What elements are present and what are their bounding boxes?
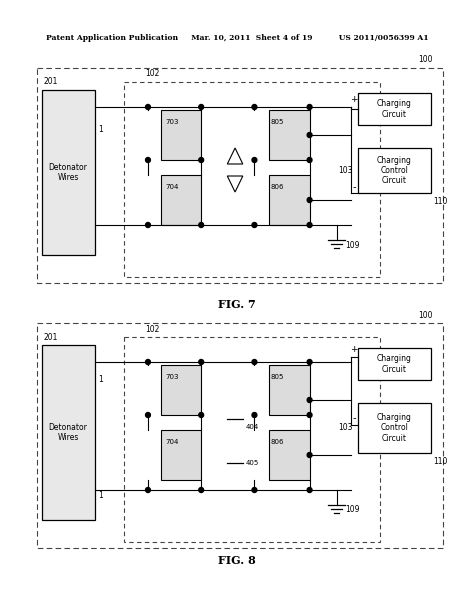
Circle shape: [307, 488, 312, 492]
Circle shape: [252, 359, 257, 365]
Circle shape: [199, 222, 204, 227]
Text: 201: 201: [44, 332, 58, 342]
Bar: [269, 365, 310, 415]
Text: -: -: [352, 413, 356, 423]
Text: Charging
Circuit: Charging Circuit: [377, 100, 412, 119]
Circle shape: [252, 412, 257, 417]
Circle shape: [146, 488, 150, 492]
Text: 1: 1: [99, 491, 103, 500]
Bar: [42, 90, 95, 255]
Text: 703: 703: [165, 374, 179, 380]
Text: 806: 806: [271, 184, 284, 190]
Text: 1: 1: [99, 376, 103, 384]
Text: Charging
Control
Circuit: Charging Control Circuit: [377, 413, 412, 443]
Text: 110: 110: [433, 456, 448, 466]
Text: 405: 405: [246, 460, 259, 466]
Text: FIG. 8: FIG. 8: [218, 555, 256, 566]
Circle shape: [307, 222, 312, 227]
Text: FIG. 7: FIG. 7: [218, 299, 256, 310]
Text: 805: 805: [271, 119, 284, 125]
Bar: [161, 365, 201, 415]
Circle shape: [199, 488, 204, 492]
Bar: [269, 175, 310, 225]
Circle shape: [199, 412, 204, 417]
Circle shape: [307, 158, 312, 163]
Circle shape: [146, 158, 150, 163]
Text: 1: 1: [99, 125, 103, 134]
Text: 109: 109: [346, 505, 360, 514]
Circle shape: [307, 398, 312, 403]
Bar: [161, 430, 201, 480]
Bar: [358, 148, 430, 193]
Text: Detonator
Wires: Detonator Wires: [49, 163, 88, 182]
Circle shape: [307, 359, 312, 365]
Circle shape: [252, 104, 257, 109]
Text: 703: 703: [165, 119, 179, 125]
Text: +: +: [350, 345, 358, 354]
Circle shape: [307, 453, 312, 458]
Bar: [358, 403, 430, 453]
Text: Patent Application Publication     Mar. 10, 2011  Sheet 4 of 19          US 2011: Patent Application Publication Mar. 10, …: [46, 34, 428, 42]
Text: 110: 110: [433, 197, 448, 205]
Text: 103: 103: [338, 166, 353, 175]
Text: 102: 102: [146, 324, 160, 334]
Bar: [358, 348, 430, 380]
Text: 805: 805: [271, 374, 284, 380]
Text: 704: 704: [165, 439, 179, 445]
Text: Charging
Control
Circuit: Charging Control Circuit: [377, 156, 412, 185]
Text: 100: 100: [419, 310, 433, 320]
Text: 704: 704: [165, 184, 179, 190]
Text: 103: 103: [338, 423, 353, 433]
Text: -: -: [352, 182, 356, 192]
Bar: [161, 110, 201, 160]
Circle shape: [146, 359, 150, 365]
Bar: [269, 110, 310, 160]
Circle shape: [199, 104, 204, 109]
Bar: [161, 175, 201, 225]
Circle shape: [252, 158, 257, 163]
Circle shape: [307, 197, 312, 202]
Text: +: +: [350, 95, 358, 104]
Text: 806: 806: [271, 439, 284, 445]
Circle shape: [199, 359, 204, 365]
Circle shape: [307, 133, 312, 137]
Text: 100: 100: [419, 56, 433, 65]
Bar: [42, 345, 95, 520]
Circle shape: [252, 222, 257, 227]
Text: 201: 201: [44, 78, 58, 87]
Text: 109: 109: [346, 241, 360, 249]
Text: 102: 102: [146, 70, 160, 78]
Circle shape: [252, 488, 257, 492]
Bar: [358, 93, 430, 125]
Circle shape: [146, 222, 150, 227]
Circle shape: [199, 158, 204, 163]
Bar: [269, 430, 310, 480]
Text: 404: 404: [246, 424, 259, 430]
Circle shape: [146, 104, 150, 109]
Text: Charging
Circuit: Charging Circuit: [377, 354, 412, 374]
Text: Detonator
Wires: Detonator Wires: [49, 423, 88, 442]
Circle shape: [307, 104, 312, 109]
Circle shape: [146, 412, 150, 417]
Circle shape: [307, 412, 312, 417]
